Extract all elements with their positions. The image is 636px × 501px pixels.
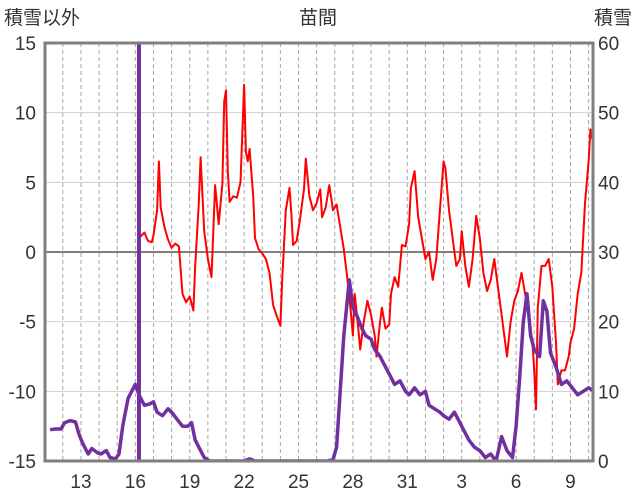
x-tick: 13: [70, 472, 91, 493]
y-left-tick: 5: [25, 173, 36, 194]
y-left-tick: -15: [9, 452, 36, 473]
x-tick: 31: [397, 472, 418, 493]
snow-depth-line: [49, 278, 593, 461]
plot-border: [43, 41, 595, 463]
plot-frame: [43, 41, 595, 463]
x-tick: 28: [342, 472, 363, 493]
x-tick: 6: [511, 472, 522, 493]
y-right-tick: 30: [598, 243, 619, 264]
chart-title: 苗間: [299, 7, 337, 29]
y-right-tick: 60: [598, 34, 619, 55]
y-right-tick: 50: [598, 104, 619, 125]
y-left-tick: -5: [19, 313, 36, 334]
x-tick: 9: [565, 472, 576, 493]
y-left-tick: 15: [15, 34, 36, 55]
y-left-tick: 0: [25, 243, 36, 264]
y-right-tick: 20: [598, 313, 619, 334]
x-tick: 3: [456, 472, 467, 493]
y-left-tick: 10: [15, 104, 36, 125]
y-right-tick: 40: [598, 173, 619, 194]
y-right-tick: 0: [598, 452, 609, 473]
y-left-tick: -10: [9, 382, 36, 403]
y-right-tick: 10: [598, 382, 619, 403]
y-left-header: 積雪以外: [4, 7, 80, 29]
x-tick: 25: [288, 472, 309, 493]
y-right-header: 積雪: [594, 7, 632, 29]
x-tick: 22: [234, 472, 255, 493]
x-tick: 16: [125, 472, 146, 493]
series-layer: [49, 43, 593, 461]
x-tick: 19: [179, 472, 200, 493]
